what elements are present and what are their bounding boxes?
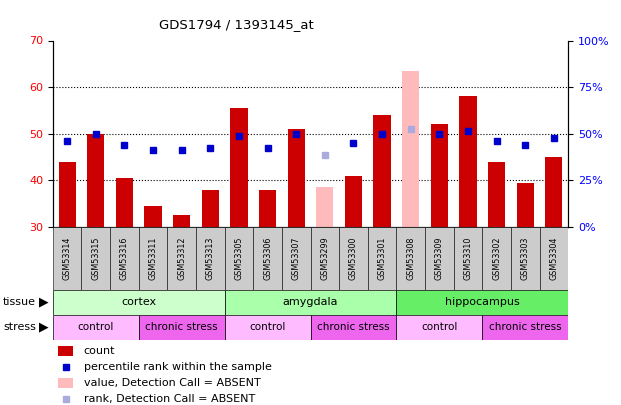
Bar — [288, 129, 305, 227]
Text: count: count — [84, 346, 116, 356]
Bar — [282, 227, 310, 290]
Text: GSM53301: GSM53301 — [378, 236, 387, 279]
Text: GSM53312: GSM53312 — [177, 236, 186, 280]
Bar — [339, 227, 368, 290]
Text: chronic stress: chronic stress — [145, 322, 218, 332]
Bar — [110, 227, 138, 290]
Bar — [225, 227, 253, 290]
Bar — [225, 315, 310, 340]
Text: value, Detection Call = ABSENT: value, Detection Call = ABSENT — [84, 378, 260, 388]
Bar — [173, 215, 190, 227]
Text: ▶: ▶ — [39, 296, 48, 309]
Text: GSM53311: GSM53311 — [148, 236, 158, 279]
Bar — [196, 227, 225, 290]
Text: GSM53303: GSM53303 — [521, 236, 530, 279]
Bar — [259, 190, 276, 227]
Bar — [517, 183, 534, 227]
Text: tissue: tissue — [3, 297, 36, 307]
Bar — [483, 227, 511, 290]
Text: GSM53315: GSM53315 — [91, 236, 100, 280]
Text: control: control — [78, 322, 114, 332]
Bar — [345, 176, 362, 227]
Bar — [460, 96, 476, 227]
Bar — [138, 315, 225, 340]
Text: control: control — [250, 322, 286, 332]
Text: GSM53302: GSM53302 — [492, 236, 501, 280]
Bar — [202, 190, 219, 227]
Bar — [396, 290, 568, 315]
Text: GSM53316: GSM53316 — [120, 236, 129, 279]
Bar — [310, 315, 396, 340]
Bar — [402, 71, 419, 227]
Bar — [58, 378, 73, 388]
Text: GSM53309: GSM53309 — [435, 236, 444, 280]
Bar — [87, 134, 104, 227]
Bar — [488, 162, 505, 227]
Text: GSM53308: GSM53308 — [406, 236, 415, 279]
Bar — [167, 227, 196, 290]
Text: percentile rank within the sample: percentile rank within the sample — [84, 362, 271, 372]
Bar — [53, 315, 138, 340]
Text: GSM53306: GSM53306 — [263, 236, 272, 279]
Bar — [316, 187, 333, 227]
Bar — [454, 227, 483, 290]
Bar — [58, 162, 76, 227]
Text: chronic stress: chronic stress — [317, 322, 390, 332]
Bar — [396, 315, 483, 340]
Text: stress: stress — [3, 322, 36, 332]
Text: chronic stress: chronic stress — [489, 322, 561, 332]
Bar — [81, 227, 110, 290]
Text: GSM53314: GSM53314 — [63, 236, 71, 279]
Text: cortex: cortex — [121, 297, 156, 307]
Text: hippocampus: hippocampus — [445, 297, 520, 307]
Bar — [225, 290, 396, 315]
Text: GSM53305: GSM53305 — [234, 236, 243, 280]
Text: ▶: ▶ — [39, 321, 48, 334]
Bar — [138, 227, 167, 290]
Bar — [511, 227, 540, 290]
Bar — [116, 178, 133, 227]
Bar — [545, 157, 563, 227]
Text: GSM53299: GSM53299 — [320, 236, 329, 280]
Bar — [373, 115, 391, 227]
Bar — [540, 227, 568, 290]
Bar — [253, 227, 282, 290]
Bar — [58, 346, 73, 356]
Bar — [53, 290, 225, 315]
Bar — [53, 227, 81, 290]
Bar — [230, 108, 248, 227]
Bar — [145, 206, 161, 227]
Text: rank, Detection Call = ABSENT: rank, Detection Call = ABSENT — [84, 394, 255, 404]
Bar — [431, 124, 448, 227]
Bar — [483, 315, 568, 340]
Text: amygdala: amygdala — [283, 297, 338, 307]
Text: GSM53304: GSM53304 — [550, 236, 558, 279]
Text: GSM53310: GSM53310 — [463, 236, 473, 279]
Bar — [368, 227, 396, 290]
Text: GSM53307: GSM53307 — [292, 236, 301, 280]
Bar — [425, 227, 454, 290]
Text: GSM53313: GSM53313 — [206, 236, 215, 279]
Text: GDS1794 / 1393145_at: GDS1794 / 1393145_at — [158, 18, 314, 31]
Bar — [310, 227, 339, 290]
Bar — [396, 227, 425, 290]
Text: control: control — [421, 322, 458, 332]
Text: GSM53300: GSM53300 — [349, 236, 358, 279]
